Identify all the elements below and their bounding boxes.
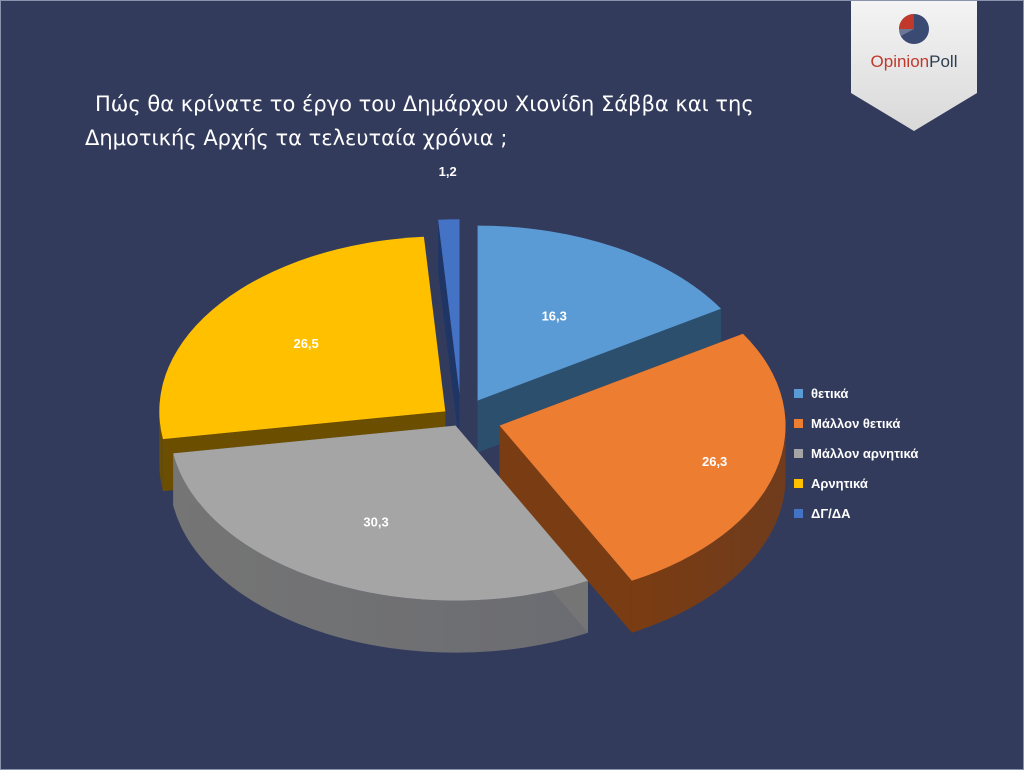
chart-title-line1: Πώς θα κρίνατε το έργο του Δημάρχου Χιον… <box>95 92 754 116</box>
legend-item-μάλλον-αρνητικά: Μάλλον αρνητικά <box>794 438 918 468</box>
logo-text-poll: Poll <box>929 52 957 71</box>
legend-item-θετικά: θετικά <box>794 378 918 408</box>
pie-slice-top <box>438 219 460 395</box>
legend-swatch <box>794 478 803 488</box>
svg-text:OpinionPoll: OpinionPoll <box>871 52 958 71</box>
pie-slice-δγ-δα <box>438 219 460 447</box>
legend-item-αρνητικά: Αρνητικά <box>794 468 918 498</box>
legend-label: Αρνητικά <box>811 475 868 491</box>
data-label-δγ-δα: 1,2 <box>439 164 457 179</box>
pie-slice-side <box>173 453 588 653</box>
pie-slice-wall <box>499 425 632 633</box>
data-label-θετικά: 16,3 <box>542 309 567 324</box>
data-label-αρνητικά: 26,5 <box>293 336 318 351</box>
legend-swatch <box>794 388 803 398</box>
legend-swatch <box>794 508 803 518</box>
pie-slice-side <box>631 425 786 633</box>
legend-swatch <box>794 418 803 428</box>
data-label-μάλλον-θετικά: 26,3 <box>702 454 727 469</box>
legend-swatch <box>794 448 803 458</box>
legend-item-δγ-δα: ΔΓ/ΔΑ <box>794 498 918 528</box>
pie-slice-wall <box>438 219 460 447</box>
legend-item-μάλλον-θετικά: Μάλλον θετικά <box>794 408 918 438</box>
pie-slice-top <box>477 225 721 401</box>
legend-label: Μάλλον αρνητικά <box>811 445 919 461</box>
chart-title: Πώς θα κρίνατε το έργο του Δημάρχου Χιον… <box>85 87 825 155</box>
pie-slice-μάλλον-θετικά <box>499 333 786 633</box>
chart-title-line2: Δημοτικής Αρχής τα τελευταία χρόνια ; <box>85 126 508 150</box>
chart-legend: θετικά Μάλλον θετικά Μάλλον αρνητικά Αρνητι… <box>794 378 918 528</box>
pie-slice-side <box>159 411 163 492</box>
pie-slice-top <box>173 425 588 601</box>
logo-text-opinion: Opinion <box>871 52 930 71</box>
legend-label: θετικά <box>811 385 849 401</box>
data-label-μάλλον-αρνητικά: 30,3 <box>363 515 388 530</box>
opinion-poll-logo: OpinionPoll <box>851 1 977 131</box>
pie-slice-top <box>159 236 446 440</box>
pie-slice-top <box>499 333 786 581</box>
pie-logo-icon <box>899 14 929 44</box>
legend-label: Μάλλον θετικά <box>811 415 901 431</box>
pie-slice-μάλλον-αρνητικά <box>173 425 588 653</box>
legend-label: ΔΓ/ΔΑ <box>811 505 851 521</box>
